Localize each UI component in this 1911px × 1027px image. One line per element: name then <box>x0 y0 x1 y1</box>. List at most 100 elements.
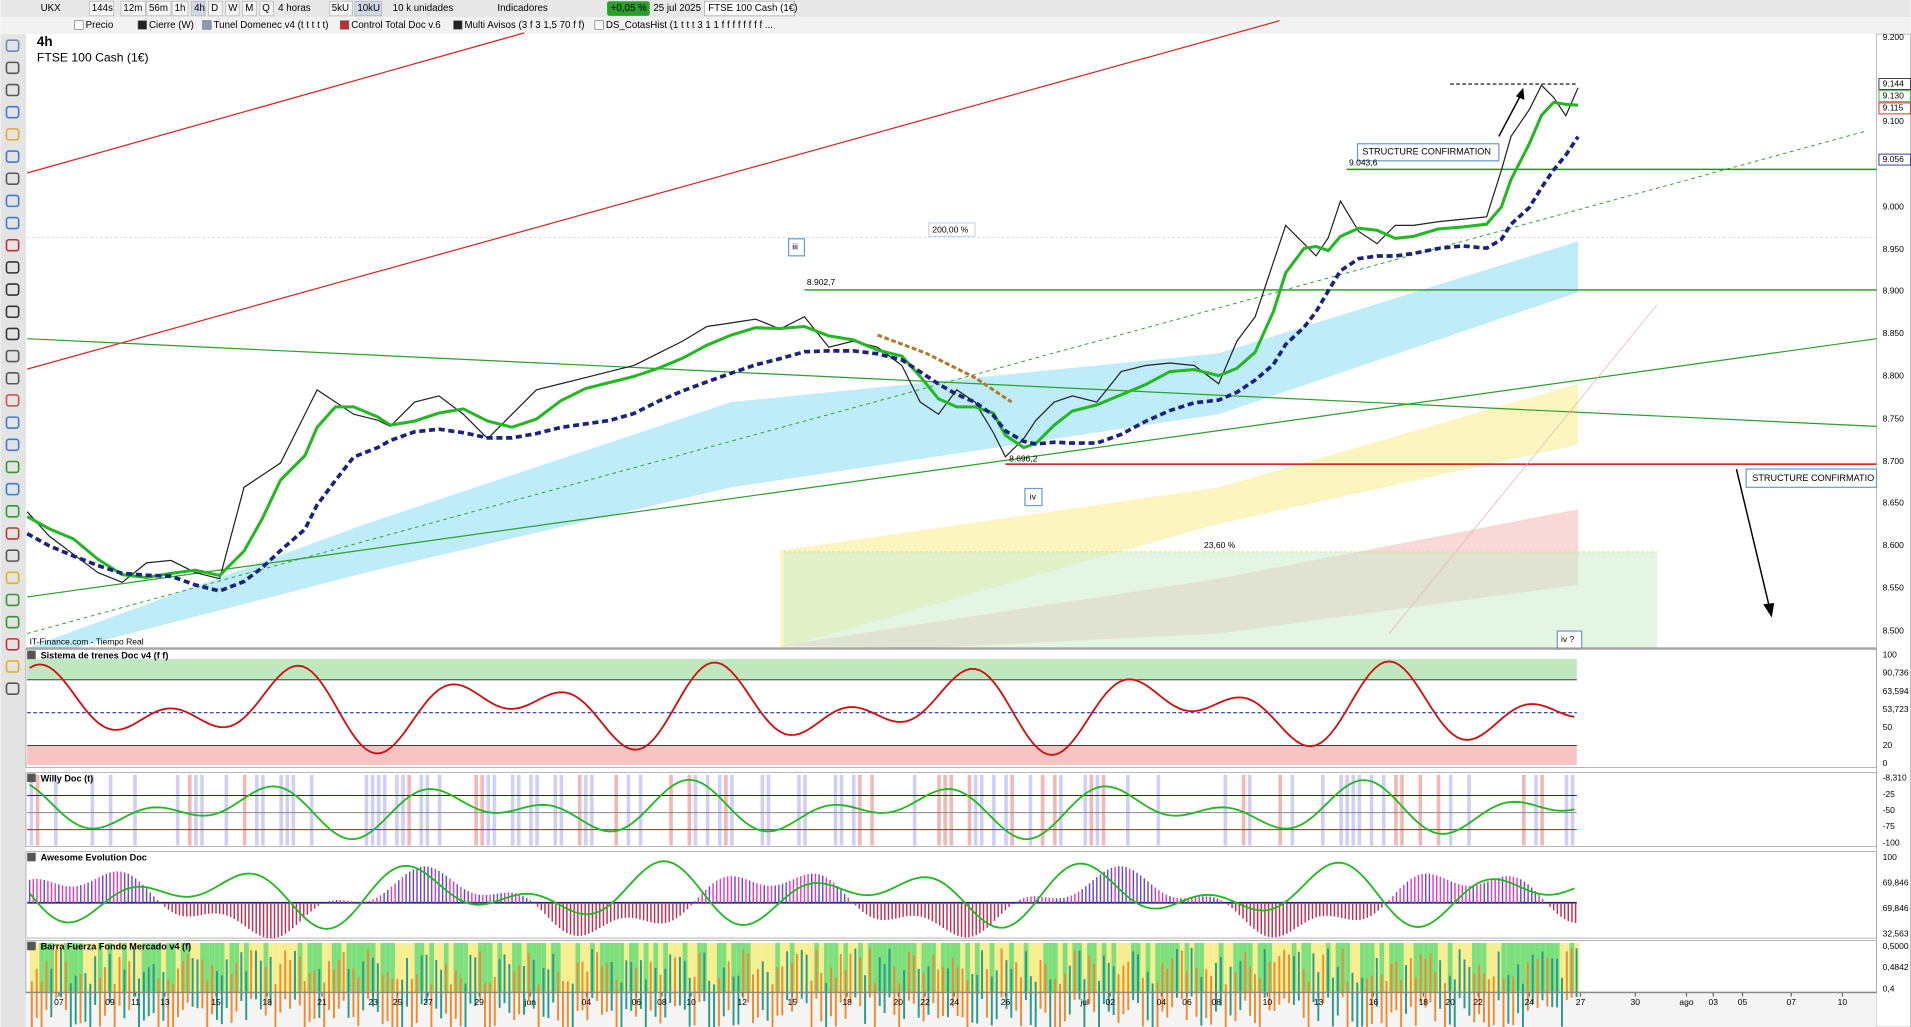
bg-bar <box>965 942 971 992</box>
tool-icon <box>5 505 20 518</box>
force-bar <box>1005 960 1008 1009</box>
force-bar <box>1361 977 1364 1027</box>
price-axis-label: 8.650 <box>1883 497 1905 507</box>
force-bar <box>381 975 384 1025</box>
unit-button[interactable] <box>354 0 383 17</box>
force-bar <box>1351 972 1354 1022</box>
tool-icon <box>5 682 20 695</box>
force-bar <box>1356 982 1359 1027</box>
signal-stripe <box>1052 774 1057 846</box>
force-bar <box>1239 961 1242 1010</box>
bg-bar <box>1194 942 1200 992</box>
period-button-label: 144s <box>92 3 113 14</box>
bg-bar <box>916 942 922 992</box>
signal-stripe <box>717 774 722 846</box>
force-bar <box>55 949 58 999</box>
force-bar <box>425 954 428 1004</box>
force-bar <box>118 956 121 1006</box>
bg-bar <box>843 942 849 992</box>
force-bar <box>1546 957 1549 1007</box>
bg-bar <box>1165 942 1170 992</box>
force-bar <box>332 969 335 1019</box>
legend-swatch <box>74 20 84 30</box>
force-bar <box>1541 951 1544 1001</box>
force-bar <box>732 976 735 1026</box>
panel-header <box>27 941 36 951</box>
bg-bar <box>438 942 444 992</box>
force-bar <box>1059 983 1062 1027</box>
force-bar <box>678 956 681 1006</box>
tool-icon <box>5 216 20 230</box>
instrument: FTSE 100 Cash (1€) <box>708 3 797 14</box>
unit-button[interactable] <box>329 0 353 17</box>
price-axis-label: 8.850 <box>1883 328 1905 338</box>
force-bar <box>1088 955 1091 1004</box>
force-bar <box>995 970 998 1020</box>
force-bar <box>1346 982 1349 1027</box>
period-button[interactable] <box>89 0 114 17</box>
period-button[interactable] <box>191 0 206 17</box>
period-button[interactable] <box>146 0 172 17</box>
force-bar <box>756 968 759 1018</box>
force-bar <box>1200 976 1203 1026</box>
force-bar <box>1395 961 1398 1011</box>
timeframe: 4 horas <box>278 3 311 14</box>
signal-stripe <box>419 774 424 846</box>
force-bar <box>1463 959 1466 1009</box>
period-button-label: 56m <box>149 3 168 14</box>
force-bar <box>791 962 793 1012</box>
legend-bar <box>0 17 1911 35</box>
signal-stripe <box>577 774 582 846</box>
date-label: 30 <box>1631 997 1641 1007</box>
force-bar <box>1341 948 1344 998</box>
signal-stripe <box>1059 774 1063 846</box>
period-button[interactable] <box>225 0 240 17</box>
bg-bar <box>512 942 517 992</box>
force-bar <box>396 978 399 1027</box>
panel-axis-label: -25 <box>1883 789 1896 799</box>
bg-bar <box>1330 942 1336 992</box>
force-bar <box>464 983 467 1027</box>
force-bar <box>966 980 969 1027</box>
force-bar <box>313 970 316 1019</box>
signal-stripe <box>108 774 113 846</box>
bg-bar <box>97 942 103 992</box>
tool-icon <box>5 261 20 274</box>
force-bar <box>308 973 311 1023</box>
signal-stripe <box>1083 774 1088 846</box>
force-bar <box>727 961 730 1011</box>
quantity: 10 k unidades <box>393 3 454 14</box>
signal-stripe <box>382 774 387 846</box>
period-button[interactable] <box>259 0 274 17</box>
force-bar <box>211 965 214 1015</box>
period-button-label: 4h <box>194 3 205 14</box>
texts: UKX 144s 12m 56m 1h 4h D W M Q 4 horas 5kU 10kU 10 k … <box>30 0 1911 1007</box>
date-label: ago <box>1679 997 1693 1007</box>
tool-icon <box>5 238 20 252</box>
bg-bar <box>429 942 435 992</box>
annotation-box <box>1745 468 1878 488</box>
tool-icon <box>5 638 20 651</box>
annotation: 200,00 % <box>932 225 968 235</box>
date-label: 18 <box>262 997 272 1007</box>
bg-bar <box>1033 942 1039 992</box>
bg-bar <box>1301 942 1307 992</box>
period-button[interactable] <box>171 0 189 17</box>
force-bar <box>1405 965 1407 1014</box>
panel-axis-label: -50 <box>1883 805 1896 815</box>
period-button[interactable] <box>208 0 223 17</box>
force-bar <box>810 980 813 1027</box>
force-bar <box>805 954 808 1004</box>
force-bar <box>484 983 486 1027</box>
tool-icon <box>5 39 20 52</box>
force-bar <box>1307 981 1310 1027</box>
bg-bar <box>1501 942 1507 992</box>
annotation: 8.696,2 <box>1009 454 1038 464</box>
force-bar <box>1507 975 1510 1024</box>
period-button[interactable] <box>242 0 257 17</box>
panel-axis-label: 53,723 <box>1883 704 1909 714</box>
legend-swatch <box>594 20 604 30</box>
force-bar <box>669 954 672 1004</box>
period-button[interactable] <box>120 0 146 17</box>
price-axis-label: 8.700 <box>1883 456 1905 466</box>
